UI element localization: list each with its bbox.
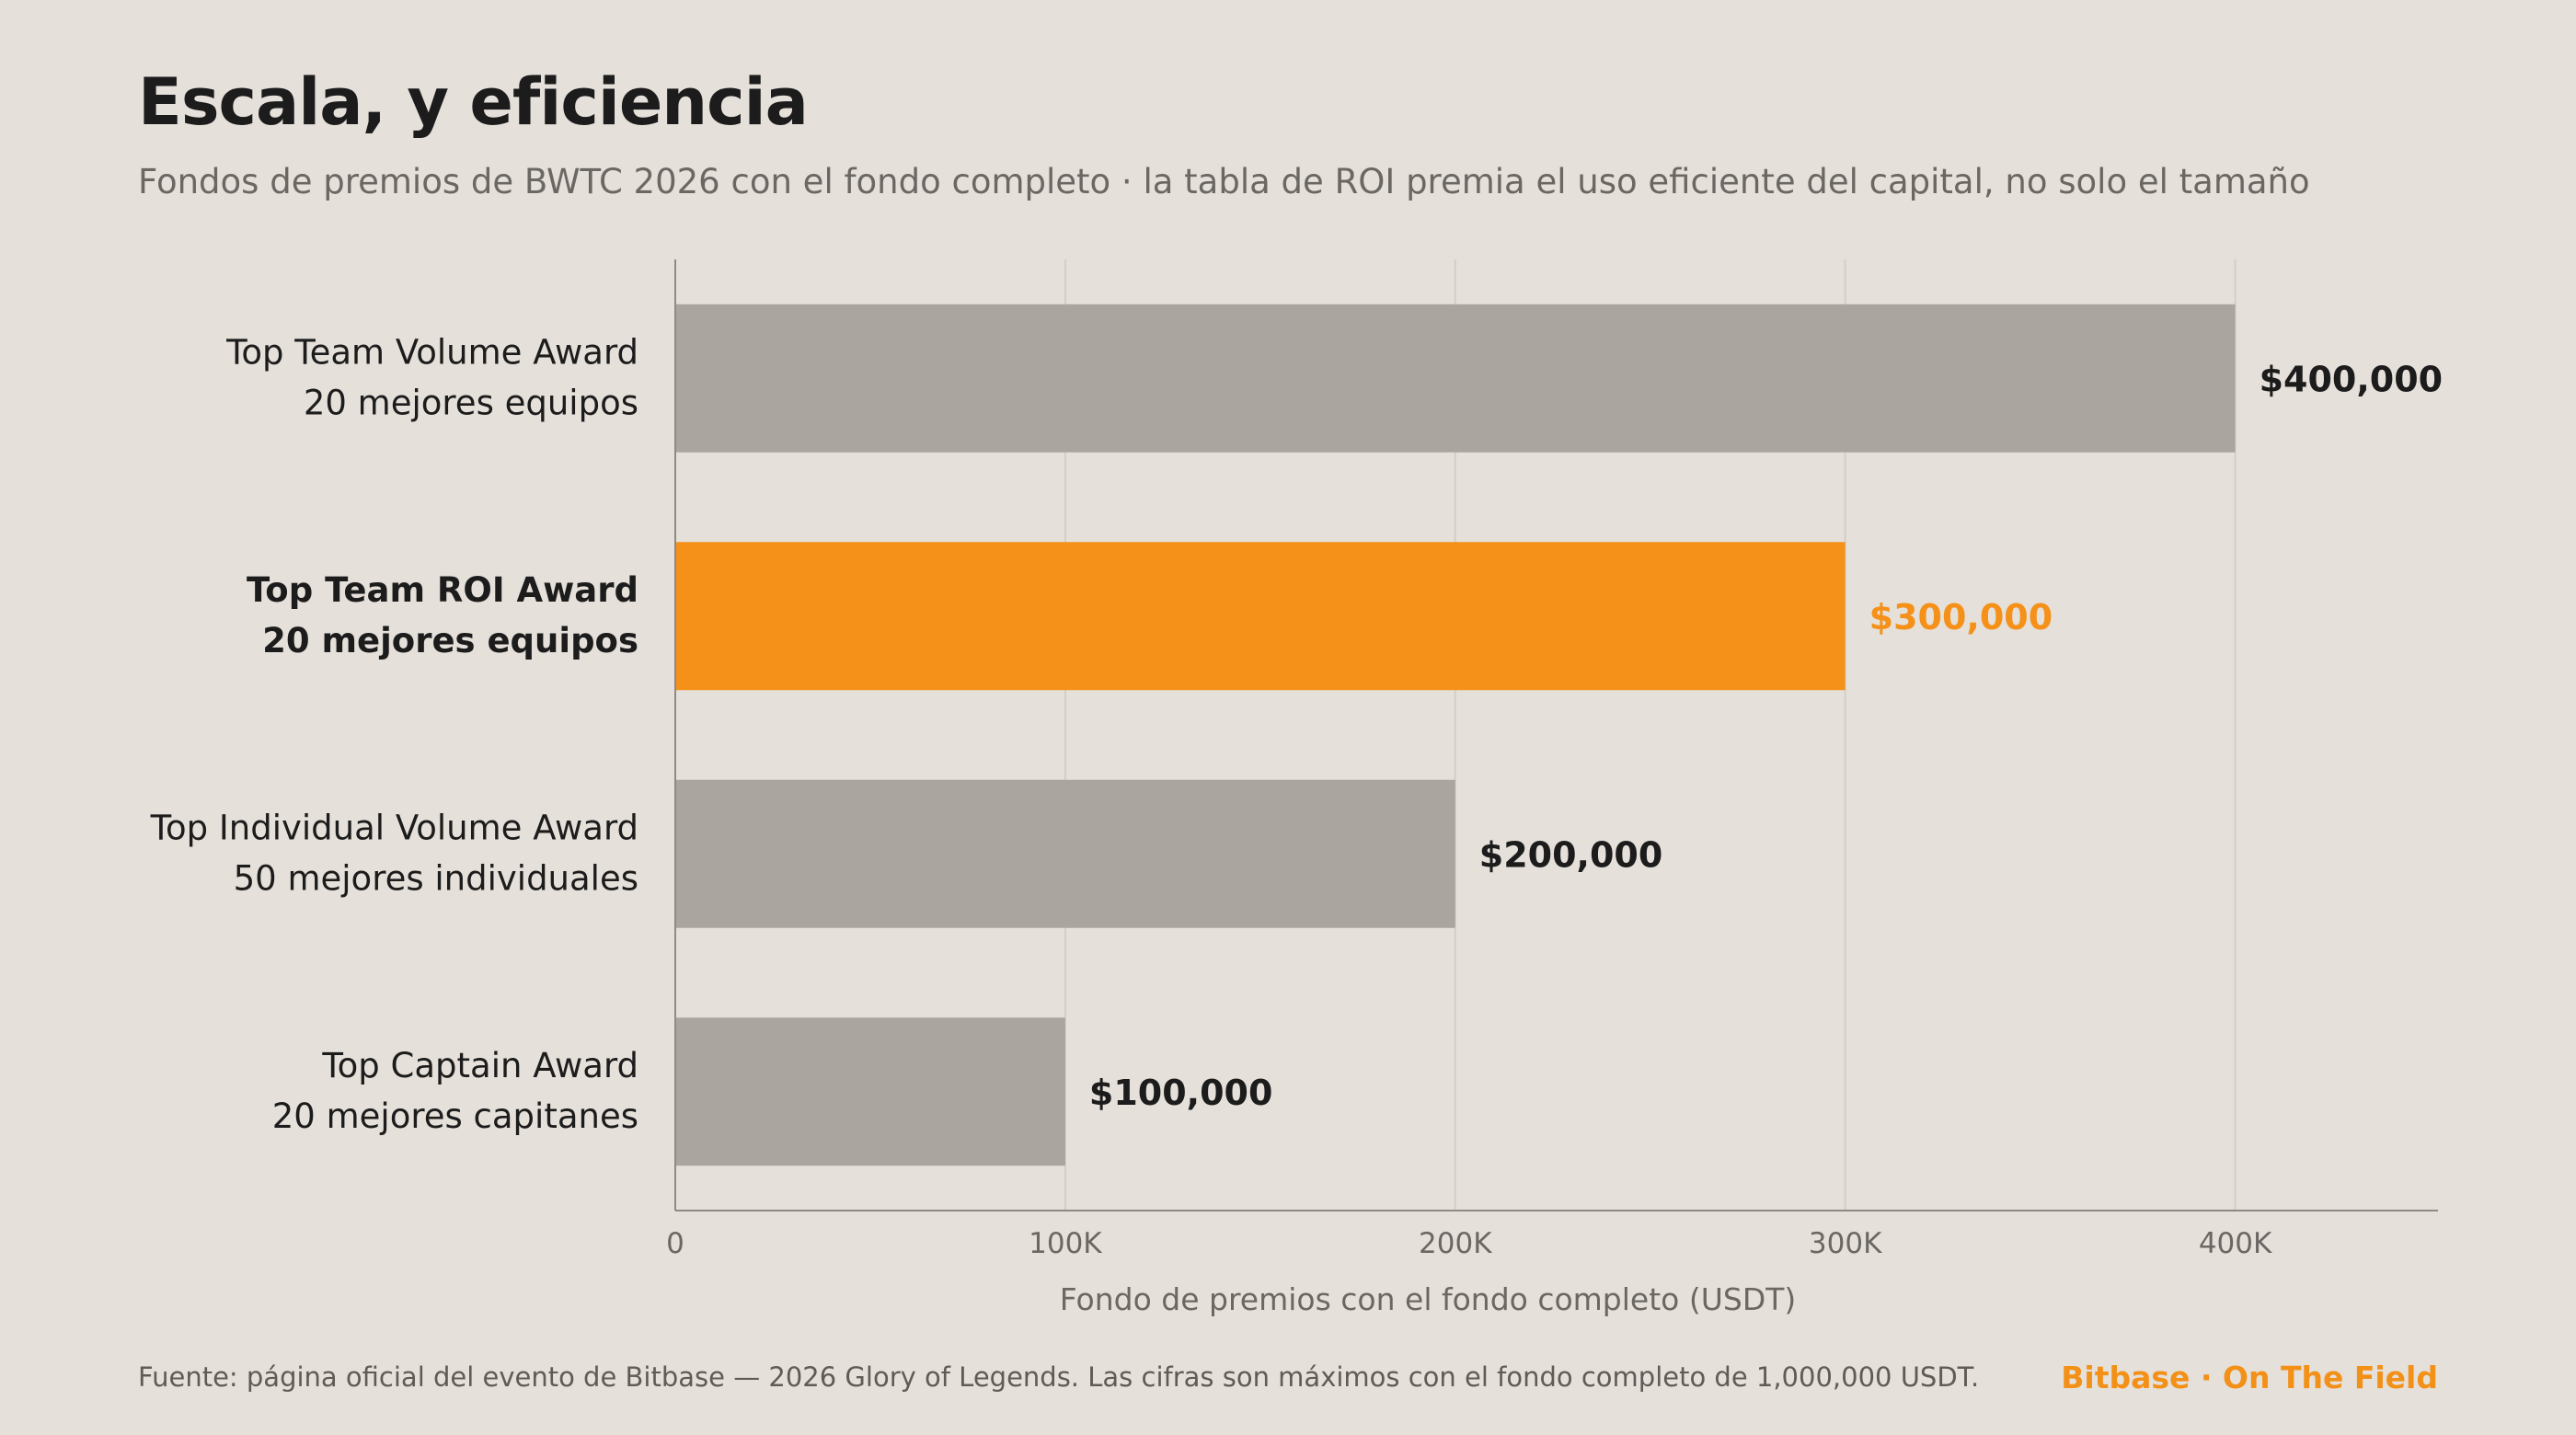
value-label-2: $200,000 [1479, 834, 1663, 875]
x-axis-title: Fondo de premios con el fondo completo (… [1060, 1281, 1797, 1317]
x-tick-label-2: 200K [1419, 1227, 1492, 1260]
bar-3 [675, 1017, 1065, 1166]
x-tick-label-1: 100K [1029, 1227, 1102, 1260]
brand-label: Bitbase · On The Field [2061, 1360, 2438, 1395]
category-label-1-1: 20 mejores equipos [262, 621, 638, 660]
category-label-2-1: 50 mejores individuales [234, 858, 638, 898]
chart-subtitle: Fondos de premios de BWTC 2026 con el fo… [138, 162, 2310, 201]
category-label-2-0: Top Individual Volume Award [150, 808, 638, 847]
value-label-3: $100,000 [1089, 1073, 1273, 1113]
value-label-0: $400,000 [2260, 359, 2444, 399]
category-label-0-0: Top Team Volume Award [225, 332, 638, 372]
category-label-3-1: 20 mejores capitanes [272, 1096, 638, 1136]
chart-title: Escala, y eficiencia [138, 64, 809, 140]
category-label-3-0: Top Captain Award [321, 1046, 638, 1085]
category-label-1-0: Top Team ROI Award [247, 570, 638, 610]
x-tick-label-0: 0 [666, 1227, 684, 1260]
source-note: Fuente: página oficial del evento de Bit… [138, 1361, 1980, 1393]
bar-1 [675, 542, 1846, 691]
bar-chart: $400,000 Top Team Volume Award 20 mejores … [150, 259, 2444, 1317]
value-label-1: $300,000 [1869, 597, 2053, 637]
x-tick-label-4: 400K [2199, 1227, 2272, 1260]
bar-0 [675, 304, 2236, 453]
bar-2 [675, 779, 1455, 928]
category-label-0-1: 20 mejores equipos [304, 383, 638, 422]
x-tick-label-3: 300K [1809, 1227, 1882, 1260]
